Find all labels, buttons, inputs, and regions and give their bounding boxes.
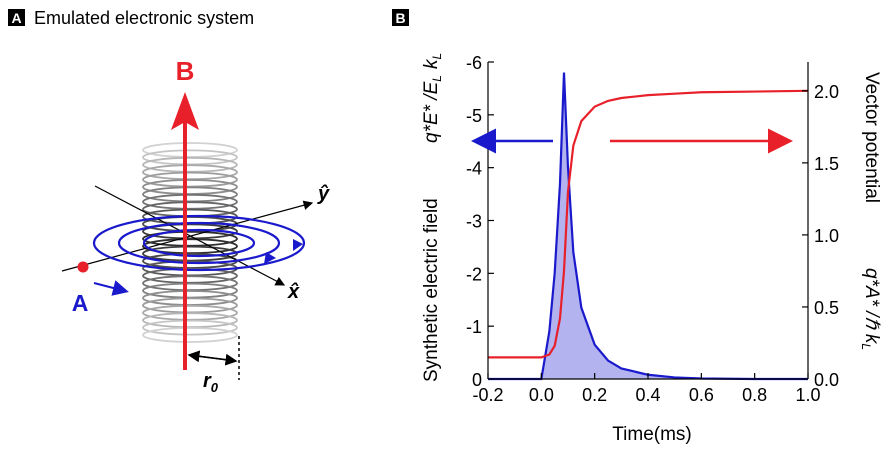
x-tick-label: 0.6 — [689, 385, 714, 405]
loop-arrow-icon-2 — [293, 239, 303, 251]
left-axis-unit: q*E* /ELkL — [421, 53, 444, 143]
loop-arrow-icon — [264, 252, 276, 264]
x-axis-line — [94, 185, 286, 286]
panel-a-title: Emulated electronic system — [34, 8, 254, 28]
middle-loop — [117, 221, 281, 265]
right-tick-label: 1.5 — [814, 154, 839, 174]
field-arrow-icon — [171, 92, 199, 130]
solenoid-coil — [142, 142, 238, 343]
particle-velocity-arrow — [93, 280, 129, 296]
x-axis-label: Time(ms) — [612, 424, 692, 445]
right-axis-unit: q*A* /ℏ kL — [859, 268, 882, 350]
left-axis-label: Synthetic electric field — [421, 198, 442, 382]
current-loops — [92, 214, 306, 272]
left-unit-tail-sub: L — [430, 53, 444, 60]
y-hat-label: ŷ — [317, 183, 330, 205]
right-unit-text: q*A* /ℏ k — [861, 268, 882, 345]
x-hat-label: x̂ — [287, 281, 300, 303]
plot-area: -0.2 0.0 0.2 0.4 0.6 0.8 1.0 0 -1 -2 -3 -4 -5 -6 0.0 0.… — [466, 53, 839, 405]
right-tick-label: 2.0 — [814, 82, 839, 102]
panel-a-letter: A — [11, 10, 21, 26]
panel-a-letter-box — [8, 9, 25, 26]
x-tick-label: 0.0 — [529, 385, 554, 405]
left-tick-label: -5 — [466, 106, 482, 126]
left-unit-tail: k — [421, 58, 442, 69]
vector-potential-line — [488, 89, 809, 359]
x-tick-label: 1.0 — [795, 385, 820, 405]
left-tick-label: 0 — [472, 370, 482, 390]
r-sub-label: 0 — [211, 380, 219, 395]
panel-b-letter-box — [392, 9, 409, 26]
right-tick-label: 1.0 — [814, 226, 839, 246]
left-tick-label: -2 — [466, 264, 482, 284]
coil-turn — [142, 327, 238, 343]
electric-field-fill — [488, 72, 808, 380]
inner-loop — [142, 228, 256, 258]
left-tick-label: -3 — [466, 212, 482, 232]
panel-b-letter: B — [395, 10, 405, 26]
label-B: B — [176, 56, 195, 86]
label-A: A — [72, 290, 89, 316]
radius-arrow-back — [187, 350, 237, 363]
coil-turn — [142, 319, 238, 336]
x-tick-label: 0.2 — [582, 385, 607, 405]
x-tick-label: 0.8 — [742, 385, 767, 405]
r0-label: r0 — [203, 370, 219, 395]
r-label: r — [203, 370, 212, 392]
panel-a: A Emulated electronic system B A ŷ x̂ — [8, 8, 330, 395]
left-tick-label: -6 — [466, 53, 482, 73]
panel-b: B -0.2 0.0 0.2 0.4 0.6 0.8 1.0 0 -1 -2 -3 -4 -5 -6 0.0… — [392, 9, 882, 445]
left-tick-label: -1 — [466, 317, 482, 337]
electric-field-line — [488, 72, 808, 381]
left-tick-label: -4 — [466, 159, 482, 179]
outer-loop — [92, 214, 306, 272]
right-tick-label: 0.5 — [814, 298, 839, 318]
right-unit-sub: L — [859, 343, 873, 350]
right-tick-label: 0.0 — [814, 370, 839, 390]
left-unit-sub: L — [430, 75, 444, 82]
left-unit-text: q*E* /E — [421, 81, 442, 143]
x-tick-label: 0.4 — [635, 385, 660, 405]
right-axis-label: Vector potential — [861, 72, 882, 203]
particle-dot — [77, 261, 89, 273]
x-tick-label: -0.2 — [472, 385, 503, 405]
